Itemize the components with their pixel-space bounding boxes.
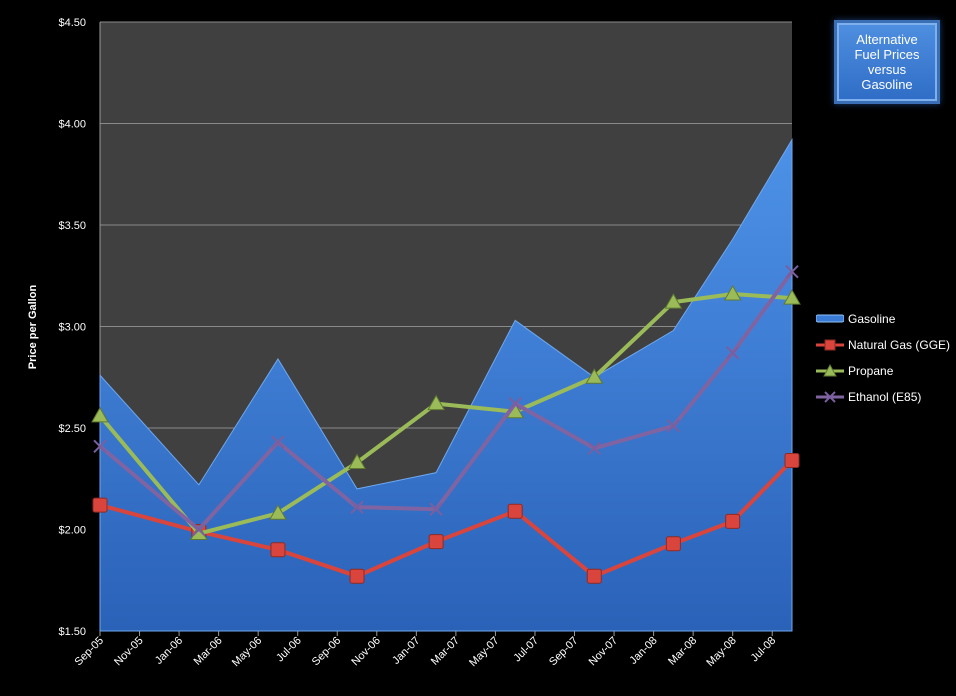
point-natural-gas-gge <box>586 568 602 584</box>
y-tick-label: $2.50 <box>58 423 86 435</box>
point-ethanol-e85 <box>271 435 285 449</box>
x-tick-label: Jul-06 <box>274 635 304 665</box>
legend-item-propane: Propane <box>816 358 950 384</box>
x-tick-label: Jan-06 <box>153 635 185 667</box>
point-natural-gas-gge <box>270 542 286 558</box>
legend-swatch <box>816 391 844 403</box>
x-tick-label: Sep-06 <box>310 635 344 669</box>
x-tick-label: Sep-05 <box>73 635 107 669</box>
legend-label: Natural Gas (GGE) <box>848 338 951 352</box>
series-layer <box>91 137 801 632</box>
point-propane <box>269 504 287 520</box>
point-propane <box>585 368 604 384</box>
point-natural-gas-gge <box>349 568 365 584</box>
point-natural-gas-gge <box>92 497 108 513</box>
legend: Gasoline Natural Gas (GGE) Propane Ethanol … <box>816 306 950 410</box>
y-tick-label: $1.50 <box>58 626 86 638</box>
y-axis-label: Price per Gallon <box>27 285 39 370</box>
x-tick-labels: Sep-05 Nov-05 Jan-06 Mar-06 May-06 Jul-06 Sep-… <box>73 631 779 669</box>
x-tick-label: Mar-06 <box>192 635 225 668</box>
point-natural-gas-gge <box>428 534 444 550</box>
point-ethanol-e85 <box>508 396 522 411</box>
legend-label: Propane <box>848 364 894 378</box>
point-natural-gas-gge <box>665 536 681 552</box>
point-ethanol-e85 <box>666 419 681 433</box>
point-natural-gas-gge <box>507 503 523 519</box>
legend-item-ethanol-e85: Ethanol (E85) <box>816 384 950 410</box>
series-ethanol-e85-line <box>98 270 794 532</box>
legend-swatch <box>816 314 844 323</box>
legend-item-gasoline: Gasoline <box>816 306 950 332</box>
x-tick-label: Jul-08 <box>749 635 779 665</box>
series-propane-line <box>98 292 793 536</box>
chart-title: Alternative Fuel Prices versus Gasoline <box>834 20 940 104</box>
x-tick-label: Nov-05 <box>112 635 146 669</box>
x-tick-label: Jul-07 <box>511 635 541 665</box>
legend-label: Ethanol (E85) <box>848 390 922 404</box>
point-ethanol-e85 <box>785 264 799 279</box>
series-gasoline-area <box>99 137 793 632</box>
point-propane <box>723 285 742 301</box>
x-tick-label: Nov-07 <box>587 635 621 669</box>
point-ethanol-e85 <box>587 441 601 456</box>
point-propane <box>91 406 109 423</box>
y-tick-label: $4.50 <box>58 17 86 29</box>
legend-item-natural-gas-gge: Natural Gas (GGE) <box>816 332 950 358</box>
point-ethanol-e85 <box>429 502 443 516</box>
point-propane <box>348 453 366 470</box>
x-tick-label: Sep-07 <box>547 635 581 669</box>
x-tick-label: May-07 <box>467 635 501 669</box>
y-tick-label: $3.50 <box>58 220 86 232</box>
point-ethanol-e85 <box>192 522 206 537</box>
point-propane <box>427 394 445 411</box>
x-tick-label: Mar-07 <box>429 635 462 668</box>
series-natural-gas-gge-line <box>99 459 794 579</box>
point-propane <box>783 289 801 305</box>
point-ethanol-e85 <box>725 346 740 360</box>
legend-swatch <box>816 339 844 351</box>
y-tick-label: $4.00 <box>58 119 86 131</box>
point-ethanol-e85 <box>93 439 107 453</box>
point-ethanol-e85 <box>350 500 364 514</box>
point-natural-gas-gge <box>725 513 741 529</box>
x-tick-label: Jan-08 <box>627 635 659 667</box>
x-tick-label: May-06 <box>230 635 264 669</box>
x-tick-label: Nov-06 <box>349 635 383 669</box>
x-tick-label: Mar-08 <box>666 635 699 668</box>
point-propane <box>664 293 683 309</box>
legend-label: Gasoline <box>848 312 896 326</box>
x-tick-label: Jan-07 <box>390 635 422 667</box>
legend-swatch <box>816 364 844 377</box>
x-tick-label: May-08 <box>704 635 738 669</box>
point-natural-gas-gge <box>784 452 800 468</box>
y-tick-label: $3.00 <box>58 322 86 334</box>
y-tick-labels: $1.50 $2.00 $2.50 $3.00 $3.50 $4.00 $4.50 <box>58 17 86 638</box>
y-tick-label: $2.00 <box>58 525 86 537</box>
